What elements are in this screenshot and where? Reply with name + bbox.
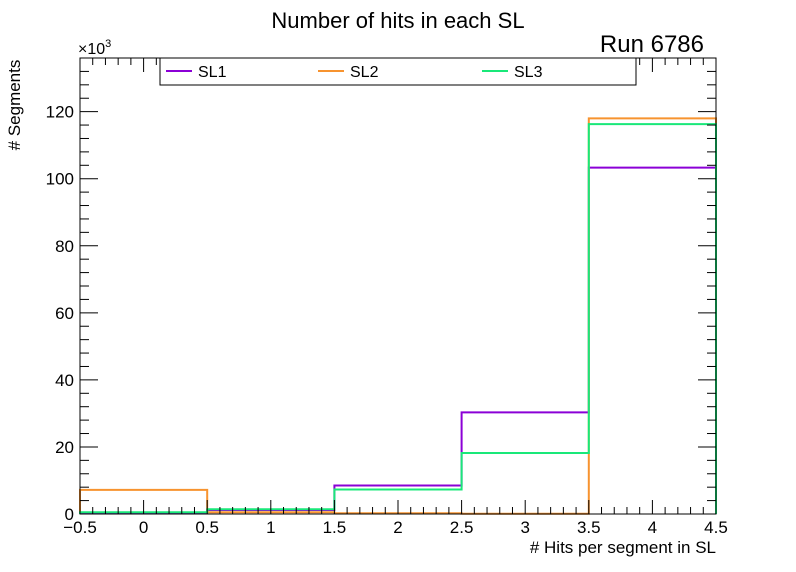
plot-frame — [79, 57, 717, 515]
y-tick-label: 40 — [55, 371, 74, 390]
y-tick-label: 60 — [55, 304, 74, 323]
legend-label: SL2 — [350, 64, 379, 81]
y-axis-label: # Segments — [5, 60, 24, 151]
x-tick-label: 1.5 — [323, 518, 347, 537]
legend: SL1 SL2 SL3 — [159, 57, 637, 86]
x-axis-label: # Hits per segment in SL — [530, 538, 716, 557]
y-tick-label: 120 — [46, 103, 74, 122]
x-tick-label: 4.5 — [704, 518, 728, 537]
x-tick-label: −0.5 — [63, 518, 97, 537]
y-tick-label: 80 — [55, 237, 74, 256]
legend-entry-sl3: SL3 — [482, 64, 543, 81]
legend-label: SL1 — [198, 64, 227, 81]
x-tick-label: 1 — [266, 518, 275, 537]
x-tick-label: 3 — [520, 518, 529, 537]
x-tick-label: 4 — [648, 518, 657, 537]
series-line-sl1 — [79, 166, 717, 514]
legend-items: SL1 SL2 SL3 — [166, 64, 543, 81]
y-tick-label: 20 — [55, 438, 74, 457]
legend-label: SL3 — [514, 64, 543, 81]
x-tick-label: 2 — [393, 518, 402, 537]
series-layer — [79, 117, 717, 515]
legend-box — [159, 57, 637, 86]
legend-entry-sl1: SL1 — [166, 64, 227, 81]
y-axis-multiplier: ×103 — [78, 38, 111, 58]
series-line-sl3 — [79, 123, 717, 514]
x-tick-label: 0 — [139, 518, 148, 537]
y-tick-label: 0 — [65, 505, 74, 524]
y-multiplier-exponent: 3 — [105, 38, 111, 50]
x-tick-label: 0.5 — [195, 518, 219, 537]
series-line-sl2 — [79, 117, 717, 515]
legend-entry-sl2: SL2 — [318, 64, 379, 81]
run-annotation: Run 6786 — [600, 31, 704, 58]
y-multiplier-base: ×10 — [78, 41, 105, 58]
y-tick-label: 100 — [46, 170, 74, 189]
chart-title: Number of hits in each SL — [271, 8, 524, 33]
x-tick-label: 3.5 — [577, 518, 601, 537]
x-tick-label: 2.5 — [450, 518, 474, 537]
